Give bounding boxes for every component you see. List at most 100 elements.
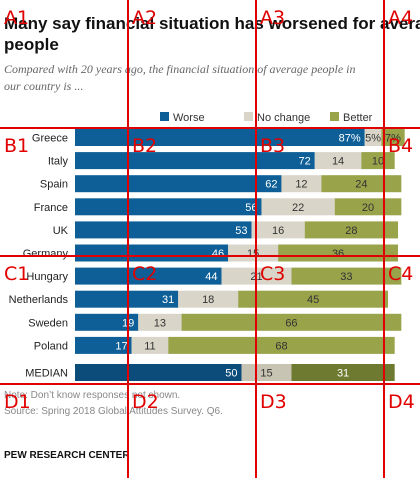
- bar-segment-no-change: [138, 313, 182, 331]
- data-label: 12: [295, 179, 307, 191]
- legend-swatch-2: [330, 112, 339, 121]
- grid-cell-label: A3: [260, 7, 285, 29]
- data-label: 62: [265, 179, 277, 191]
- category-label: France: [34, 202, 68, 214]
- grid-cell-label: A1: [4, 7, 29, 29]
- data-label: 11: [144, 340, 155, 352]
- grid-cell-label: B4: [388, 135, 413, 157]
- data-label: 72: [299, 156, 311, 168]
- bar-segment-worse: [75, 364, 242, 381]
- bar-segment-worse: [75, 244, 229, 262]
- bar-segment-no-change: [241, 364, 292, 381]
- bar-segment-no-change: [281, 175, 322, 193]
- category-label: Spain: [40, 179, 68, 191]
- grid-cell-label: A2: [132, 7, 157, 29]
- chart-title-line-1: Many say financial situation has worsene…: [4, 14, 420, 33]
- data-label: 15: [260, 368, 272, 380]
- bar-segment-better: [291, 364, 395, 381]
- data-label: 31: [337, 368, 349, 380]
- bar-segment-better: [291, 267, 402, 285]
- data-label: 50: [225, 368, 237, 380]
- data-label: 53: [235, 225, 247, 237]
- grid-cell-label: C2: [132, 263, 157, 285]
- grid-cell-label: B3: [260, 135, 285, 157]
- bar-rows: Greece 87% 5% 7% Italy 72 14 10 Spain 62 12 24 Franc…: [9, 129, 405, 381]
- data-label: 66: [285, 317, 297, 329]
- grid-cell-label: B1: [4, 135, 29, 157]
- bar-segment-worse: [75, 313, 139, 331]
- data-label: 68: [275, 340, 287, 352]
- category-label: Hungary: [26, 271, 68, 283]
- bar-segment-worse: [75, 129, 365, 146]
- legend-label-1: No change: [257, 112, 310, 124]
- bar-segment-better: [304, 221, 399, 239]
- data-label: 31: [162, 294, 174, 306]
- bar-segment-better: [238, 290, 389, 308]
- bar-segment-no-change: [131, 336, 169, 354]
- data-label: 10: [372, 156, 384, 168]
- grid-cell-label: C4: [388, 263, 413, 285]
- data-label: 7%: [385, 133, 401, 145]
- grid-cell-label: D4: [388, 391, 415, 413]
- data-label: 13: [154, 317, 166, 329]
- data-label: 46: [212, 248, 224, 260]
- legend: Worse No change Better: [160, 112, 373, 124]
- legend-label-2: Better: [343, 112, 373, 124]
- bar-segment-better: [278, 244, 399, 262]
- data-label: 22: [292, 202, 304, 214]
- category-label: MEDIAN: [25, 368, 68, 380]
- bar-segment-better: [321, 175, 402, 193]
- data-label: 5%: [365, 133, 381, 145]
- data-label: 17: [115, 340, 127, 352]
- note-text: Note: Don’t know responses not shown.: [4, 390, 180, 401]
- chart-title-line-2: people: [4, 35, 59, 54]
- bar-segment-better: [168, 336, 395, 354]
- bar-segment-no-change: [251, 221, 305, 239]
- bar-segment-better: [381, 129, 405, 146]
- grid-cell-label: B2: [132, 135, 157, 157]
- chart-title: Many say financial situation has worsene…: [4, 14, 420, 54]
- data-label: 16: [272, 225, 284, 237]
- data-label: 45: [307, 294, 319, 306]
- grid-cell-label: C3: [260, 263, 285, 285]
- bar-segment-no-change: [228, 244, 279, 262]
- bar-segment-worse: [75, 175, 282, 193]
- data-label: 20: [362, 202, 374, 214]
- grid-cell-label: C1: [4, 263, 29, 285]
- grid-cell-label: D2: [132, 391, 159, 413]
- data-label: 15: [247, 248, 259, 260]
- chart-subtitle-line-2: our country is ...: [4, 79, 83, 93]
- data-label: 18: [202, 294, 214, 306]
- bar-segment-worse: [75, 290, 179, 308]
- category-label: Poland: [34, 340, 68, 352]
- source-text: Source: Spring 2018 Global Attitudes Sur…: [4, 406, 223, 417]
- data-label: 36: [332, 248, 344, 260]
- bar-segment-better: [361, 152, 395, 170]
- grid-cell-label: D3: [260, 391, 287, 413]
- legend-swatch-1: [244, 112, 253, 121]
- bar-segment-better: [181, 313, 402, 331]
- category-label: Germany: [23, 248, 69, 260]
- data-label: 24: [355, 179, 367, 191]
- data-label: 44: [205, 271, 217, 283]
- bar-segment-no-change: [314, 152, 362, 170]
- bar-segment-no-change: [364, 129, 382, 146]
- bar-segment-no-change: [178, 290, 239, 308]
- data-label: 14: [332, 156, 344, 168]
- category-label: Greece: [32, 133, 68, 145]
- data-label: 56: [245, 202, 257, 214]
- source-label: PEW RESEARCH CENTER: [4, 450, 130, 461]
- chart-subtitle-line-1: Compared with 20 years ago, the financia…: [4, 62, 356, 76]
- category-label: Italy: [48, 156, 69, 168]
- category-label: UK: [53, 225, 69, 237]
- bar-segment-no-change: [261, 198, 335, 216]
- legend-swatch-0: [160, 112, 169, 121]
- bar-segment-worse: [75, 336, 132, 354]
- bar-segment-worse: [75, 221, 252, 239]
- data-label: 28: [345, 225, 357, 237]
- category-label: Sweden: [28, 317, 68, 329]
- data-label: 87%: [339, 133, 361, 145]
- grid-cell-label: A4: [388, 7, 413, 29]
- chart-subtitle: Compared with 20 years ago, the financia…: [4, 62, 356, 93]
